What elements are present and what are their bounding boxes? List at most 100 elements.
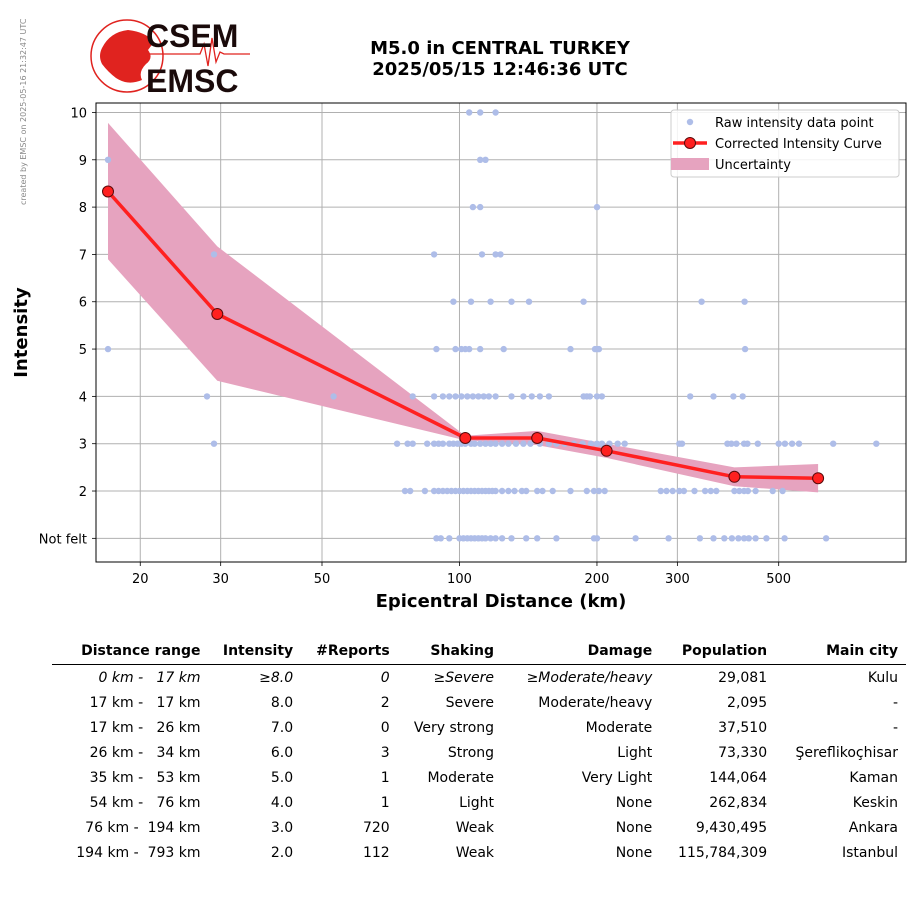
raw-data-point bbox=[752, 487, 759, 495]
raw-data-point bbox=[520, 440, 527, 447]
raw-data-point bbox=[698, 298, 705, 305]
raw-data-point bbox=[492, 487, 499, 495]
curve-marker bbox=[600, 444, 613, 457]
raw-data-point bbox=[393, 440, 401, 447]
raw-data-point bbox=[482, 156, 489, 163]
raw-data-point bbox=[450, 298, 457, 305]
raw-data-point bbox=[744, 440, 751, 447]
cell-shaking: ≥Severe bbox=[433, 669, 495, 686]
raw-data-point bbox=[676, 487, 683, 495]
cell-main-city: Kaman bbox=[849, 769, 898, 786]
table-row: 26 km - 34 km 6.0 3 Strong Light 73,330 Şerefl… bbox=[52, 740, 906, 765]
raw-data-point bbox=[632, 535, 639, 542]
cell-damage: Light bbox=[617, 744, 653, 761]
raw-data-point bbox=[487, 440, 494, 447]
raw-data-point bbox=[763, 535, 770, 542]
raw-data-point bbox=[567, 345, 574, 353]
raw-data-point bbox=[545, 393, 553, 400]
raw-data-point bbox=[736, 487, 743, 495]
raw-data-point bbox=[741, 298, 748, 305]
intensity-summary-table: Distance range Intensity #Reports Shakin… bbox=[52, 640, 906, 865]
raw-data-point bbox=[505, 440, 512, 447]
raw-data-point bbox=[795, 440, 803, 447]
raw-data-point bbox=[728, 440, 735, 447]
raw-data-point bbox=[590, 487, 598, 495]
raw-data-point bbox=[739, 393, 746, 400]
cell-distance-range: 54 km - 76 km bbox=[89, 794, 201, 811]
raw-data-point bbox=[549, 487, 556, 495]
x-tick-label: 500 bbox=[766, 572, 791, 587]
raw-data-point bbox=[407, 487, 414, 495]
legend-uncertainty-swatch bbox=[671, 158, 709, 170]
y-tick-label: 2 bbox=[79, 485, 87, 500]
cell-damage: None bbox=[615, 794, 653, 811]
curve-marker bbox=[531, 432, 544, 444]
raw-data-point bbox=[430, 251, 438, 258]
cell-damage: None bbox=[615, 819, 653, 836]
raw-data-point bbox=[508, 298, 515, 305]
header-damage: Damage bbox=[587, 643, 653, 659]
raw-data-point bbox=[482, 535, 489, 542]
raw-data-point bbox=[822, 535, 830, 542]
legend-raw-swatch bbox=[686, 118, 694, 126]
raw-data-point bbox=[721, 535, 728, 542]
cell-distance-range: 26 km - 34 km bbox=[89, 744, 201, 761]
raw-data-point bbox=[498, 440, 506, 447]
raw-data-point bbox=[439, 393, 447, 400]
raw-data-point bbox=[467, 298, 475, 305]
header-population: Population bbox=[681, 643, 768, 659]
cell-intensity: 7.0 bbox=[270, 719, 294, 736]
x-axis-label: Epicentral Distance (km) bbox=[376, 591, 627, 612]
raw-data-point bbox=[528, 393, 535, 400]
raw-data-point bbox=[485, 393, 493, 400]
raw-data-point bbox=[477, 156, 484, 163]
cell-population: 144,064 bbox=[709, 769, 768, 786]
raw-data-point bbox=[477, 440, 484, 447]
raw-data-point bbox=[595, 345, 603, 353]
raw-data-point bbox=[500, 345, 507, 353]
raw-data-point bbox=[696, 535, 704, 542]
cell-population: 29,081 bbox=[718, 669, 768, 686]
logo-emsc: EMSC bbox=[146, 63, 238, 98]
raw-data-point bbox=[593, 535, 601, 542]
cell-reports: 0 bbox=[380, 719, 390, 736]
raw-data-point bbox=[754, 440, 761, 447]
raw-data-point bbox=[480, 393, 487, 400]
raw-data-point bbox=[512, 440, 520, 447]
cell-reports: 2 bbox=[380, 694, 390, 711]
raw-data-point bbox=[210, 440, 218, 447]
table-row: 17 km - 17 km 8.0 2 Severe Moderate/heavy 2,0… bbox=[52, 690, 906, 715]
raw-data-point bbox=[466, 345, 473, 353]
raw-data-point bbox=[781, 440, 789, 447]
raw-data-point bbox=[713, 487, 720, 495]
raw-data-point bbox=[567, 487, 574, 495]
raw-data-point bbox=[534, 535, 541, 542]
cell-shaking: Light bbox=[459, 794, 495, 811]
raw-data-point bbox=[587, 440, 595, 447]
curve-marker bbox=[211, 308, 224, 320]
raw-data-point bbox=[731, 487, 738, 495]
europe-map-shape bbox=[100, 30, 154, 83]
raw-data-point bbox=[458, 393, 465, 400]
raw-data-point bbox=[707, 487, 714, 495]
table-row: 76 km - 194 km 3.0 720 Weak None 9,430,495 Ank… bbox=[52, 815, 906, 840]
raw-data-point bbox=[492, 393, 499, 400]
raw-data-point bbox=[446, 393, 453, 400]
title-event: M5.0 in CENTRAL TURKEY bbox=[370, 38, 630, 59]
raw-data-point bbox=[469, 393, 477, 400]
raw-data-point bbox=[733, 440, 740, 447]
cell-population: 262,834 bbox=[709, 794, 768, 811]
raw-data-point bbox=[593, 203, 601, 211]
cell-main-city: - bbox=[892, 694, 898, 711]
raw-data-point bbox=[669, 487, 676, 495]
y-tick-label: 4 bbox=[79, 390, 87, 405]
table-row: 17 km - 26 km 7.0 0 Very strong Moderate 37,5… bbox=[52, 715, 906, 740]
table-row: 35 km - 53 km 5.0 1 Moderate Very Light 144,0… bbox=[52, 765, 906, 790]
cell-shaking: Very strong bbox=[413, 719, 495, 736]
seismogram-trace bbox=[148, 37, 250, 67]
raw-data-point bbox=[475, 393, 482, 400]
cell-shaking: Strong bbox=[447, 744, 495, 761]
x-tick-label: 300 bbox=[665, 572, 690, 587]
raw-data-point bbox=[534, 487, 541, 495]
raw-data-point bbox=[593, 393, 601, 400]
